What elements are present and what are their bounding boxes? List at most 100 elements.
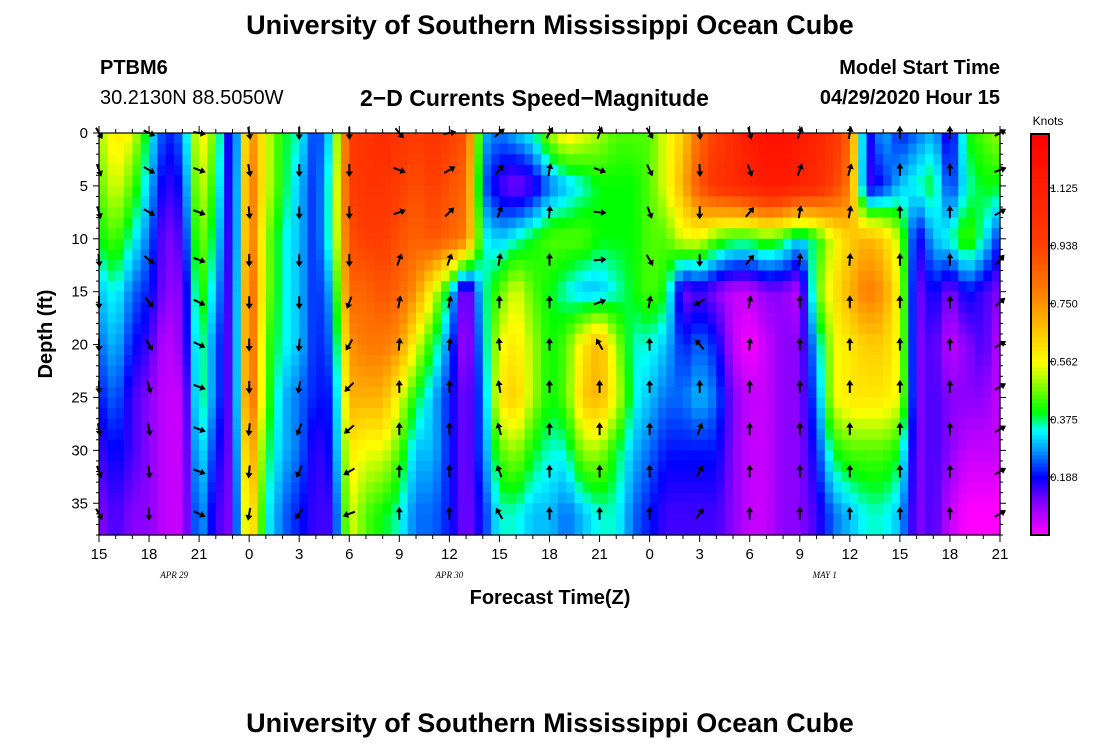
heatmap-cell xyxy=(115,408,125,420)
current-vector xyxy=(545,126,554,139)
heatmap-cell xyxy=(582,207,592,219)
heatmap-cell xyxy=(524,154,534,166)
heatmap-cell xyxy=(365,492,375,504)
heatmap-cell xyxy=(165,334,175,346)
colorbar-swatch xyxy=(1031,462,1049,468)
heatmap-cell xyxy=(941,196,951,208)
colorbar-swatch xyxy=(1031,278,1049,283)
heatmap-cell xyxy=(174,418,184,430)
heatmap-cell xyxy=(708,460,717,473)
heatmap-cell xyxy=(165,482,175,494)
heatmap-cell xyxy=(257,439,267,451)
heatmap-cell xyxy=(457,196,467,208)
heatmap-cell xyxy=(249,207,259,219)
heatmap-cell xyxy=(749,238,759,250)
heatmap-cell xyxy=(983,513,993,526)
heatmap-cell xyxy=(482,196,492,208)
heatmap-cell xyxy=(407,429,417,441)
colorbar-swatch xyxy=(1031,478,1049,484)
heatmap-cell xyxy=(416,302,425,314)
heatmap-cell xyxy=(274,408,284,420)
heatmap-cell xyxy=(265,270,275,282)
heatmap-cell xyxy=(649,429,659,441)
heatmap-cell xyxy=(407,344,417,356)
heatmap-cell xyxy=(716,482,726,494)
heatmap-cell xyxy=(808,175,818,187)
heatmap-cell xyxy=(708,386,717,399)
heatmap-cell xyxy=(365,429,375,441)
heatmap-cell xyxy=(390,249,400,261)
heatmap-cell xyxy=(299,238,309,250)
heatmap-cell xyxy=(749,196,759,208)
heatmap-cell xyxy=(966,196,976,208)
current-vector xyxy=(545,464,554,478)
heatmap-cell xyxy=(240,460,250,473)
heatmap-cell xyxy=(140,259,150,272)
heatmap-cell xyxy=(240,281,250,293)
heatmap-cell xyxy=(491,143,501,155)
current-vector xyxy=(495,380,503,393)
heatmap-cell xyxy=(190,439,200,451)
heatmap-cell xyxy=(791,397,801,409)
current-vector xyxy=(143,166,156,174)
heatmap-cell xyxy=(174,492,184,504)
heatmap-cell xyxy=(357,143,367,155)
heatmap-cell xyxy=(924,418,934,430)
heatmap-cell xyxy=(791,471,801,483)
current-vector xyxy=(596,126,604,139)
heatmap-cell xyxy=(557,334,567,346)
heatmap-cell xyxy=(299,386,309,399)
heatmap-cell xyxy=(190,164,200,176)
heatmap-cell xyxy=(416,386,425,399)
heatmap-cell xyxy=(783,281,793,293)
heatmap-cell xyxy=(499,439,509,451)
heatmap-cell xyxy=(215,365,225,377)
heatmap-cell xyxy=(699,334,709,346)
heatmap-cell xyxy=(991,513,1001,526)
heatmap-cell xyxy=(441,386,450,399)
heatmap-cell xyxy=(441,249,450,261)
heatmap-cell xyxy=(691,418,701,430)
heatmap-cell xyxy=(699,164,709,176)
heatmap-cell xyxy=(841,492,851,504)
heatmap-cell xyxy=(866,270,876,282)
heatmap-cell xyxy=(107,439,117,451)
heatmap-cell xyxy=(249,281,259,293)
heatmap-cell xyxy=(132,143,142,155)
heatmap-cell xyxy=(749,397,759,409)
heatmap-cell xyxy=(190,376,200,388)
heatmap-cell xyxy=(240,228,250,240)
heatmap-cell xyxy=(382,503,392,515)
heatmap-cell xyxy=(99,397,108,409)
heatmap-cell xyxy=(424,302,434,314)
heatmap-cell xyxy=(908,249,918,261)
heatmap-cell xyxy=(983,323,993,335)
heatmap-cell xyxy=(958,397,968,409)
heatmap-cell xyxy=(666,482,676,494)
heatmap-cell xyxy=(282,429,292,441)
colorbar-swatch xyxy=(1031,178,1049,183)
heatmap-cell xyxy=(399,386,409,399)
colorbar-swatch xyxy=(1031,274,1049,279)
heatmap-cell xyxy=(883,228,893,240)
heatmap-cell xyxy=(616,471,626,483)
heatmap-cell xyxy=(315,249,325,261)
heatmap-cell xyxy=(591,133,601,145)
heatmap-cell xyxy=(432,291,442,303)
heatmap-cell xyxy=(149,133,158,145)
heatmap-cell xyxy=(124,175,133,187)
heatmap-cell xyxy=(257,249,267,261)
heatmap-cell xyxy=(741,503,751,515)
heatmap-cell xyxy=(841,471,851,483)
heatmap-cell xyxy=(541,249,551,261)
current-vector xyxy=(143,255,155,265)
y-tick-label: 35 xyxy=(71,495,88,512)
heatmap-cell xyxy=(549,175,559,187)
heatmap-cell xyxy=(232,270,242,282)
heatmap-cell xyxy=(966,270,976,282)
heatmap-cell xyxy=(541,207,551,219)
heatmap-cell xyxy=(190,460,200,473)
heatmap-cell xyxy=(557,143,567,155)
heatmap-cell xyxy=(424,238,434,250)
heatmap-cell xyxy=(974,323,984,335)
